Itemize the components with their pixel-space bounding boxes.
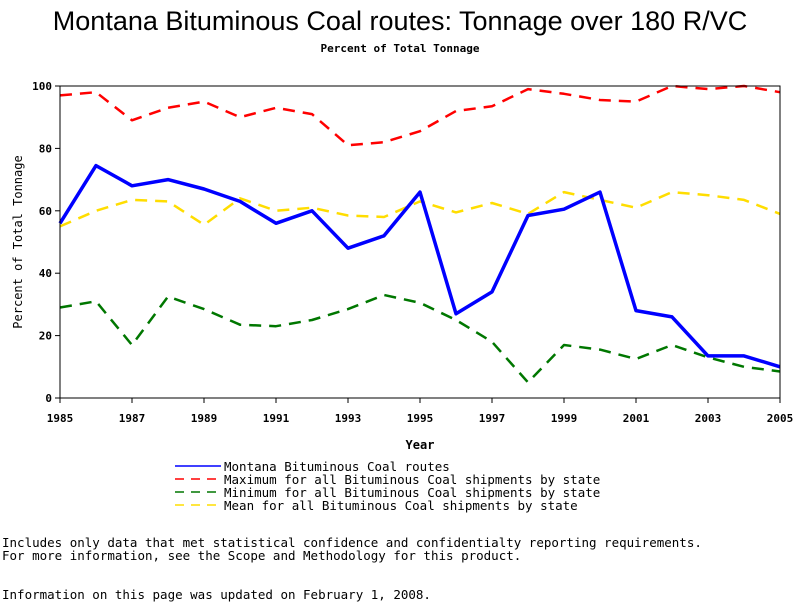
x-tick-label: 1993 (335, 412, 362, 425)
legend-label-montana: Montana Bituminous Coal routes (224, 459, 450, 474)
x-tick-label: 1991 (263, 412, 290, 425)
series-line-montana (58, 163, 781, 369)
chart-title: Montana Bituminous Coal routes: Tonnage … (52, 6, 748, 36)
footnote-updated: Information on this page was updated on … (2, 587, 431, 602)
x-tick-label: 1985 (47, 412, 74, 425)
x-tick-label: 1999 (551, 412, 578, 425)
x-tick-label: 1987 (119, 412, 146, 425)
x-tick-label: 1995 (407, 412, 434, 425)
y-tick-label: 100 (32, 80, 52, 93)
legend-label-maximum: Maximum for all Bituminous Coal shipment… (224, 472, 601, 487)
series-line-minimum (59, 293, 781, 384)
line-chart: 0 20 40 60 80 100 1985 1987 1989 1991 1993 1995 199… (11, 80, 794, 452)
x-tick-label: 1997 (479, 412, 506, 425)
y-tick-label: 80 (39, 142, 52, 155)
y-tick-label: 40 (39, 267, 52, 280)
x-tick-label: 2001 (623, 412, 650, 425)
footnote-confidence: Includes only data that met statistical … (2, 535, 702, 550)
x-axis-label: Year (406, 438, 435, 452)
footnote-methodology: For more information, see the Scope and … (2, 548, 522, 563)
x-tick-label: 2005 (767, 412, 794, 425)
y-tick-label: 60 (39, 205, 52, 218)
plot-frame (59, 85, 781, 399)
legend-label-mean: Mean for all Bituminous Coal shipments b… (224, 498, 578, 513)
x-axis-ticks: 1985 1987 1989 1991 1993 1995 1997 1999 2001 2003… (47, 398, 794, 425)
y-axis-label: Percent of Total Tonnage (11, 155, 25, 328)
x-tick-label: 2003 (695, 412, 722, 425)
y-axis-ticks: 0 20 40 60 80 100 (32, 80, 60, 405)
y-tick-label: 0 (45, 392, 52, 405)
series-line-mean (59, 190, 781, 228)
series-line-maximum (59, 84, 781, 147)
chart-subtitle: Percent of Total Tonnage (320, 42, 480, 55)
legend-label-minimum: Minimum for all Bituminous Coal shipment… (224, 485, 601, 500)
y-tick-label: 20 (39, 330, 52, 343)
series-lines (58, 84, 781, 384)
x-tick-label: 1989 (191, 412, 218, 425)
